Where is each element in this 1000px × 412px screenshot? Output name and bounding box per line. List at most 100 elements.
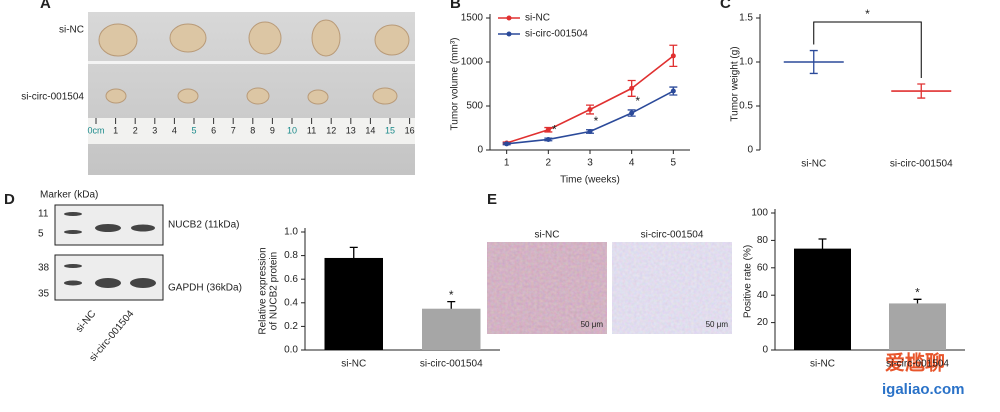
ruler-label: 15 xyxy=(385,125,395,135)
watermark: igaliao.com xyxy=(882,381,965,398)
ruler-label: 6 xyxy=(211,125,216,135)
marker-size: 35 xyxy=(38,289,50,300)
y-axis-label: Tumor volume (mm³) xyxy=(450,38,461,131)
ruler-label: 12 xyxy=(326,125,336,135)
scale-bar: 50 μm xyxy=(706,320,729,329)
point xyxy=(670,88,676,94)
bands xyxy=(64,212,156,288)
legend-label: si-circ-001504 xyxy=(525,29,588,40)
point xyxy=(629,110,635,116)
x-tick-label: 4 xyxy=(629,158,635,169)
ihc-image xyxy=(487,242,607,334)
legend-swatch xyxy=(506,15,512,21)
y-axis-label: Positive rate (%) xyxy=(743,245,754,318)
bracket xyxy=(813,21,922,78)
marker-title: Marker (kDa) xyxy=(40,190,98,201)
y-tick-label: 40 xyxy=(757,290,769,301)
x-tick-label: si-circ-001504 xyxy=(420,359,483,370)
point xyxy=(545,136,551,142)
x-tick-label: 2 xyxy=(546,158,552,169)
ruler-label: 0cm xyxy=(87,125,104,135)
y-tick-label: 0 xyxy=(747,145,753,156)
image-label: si-NC xyxy=(535,230,560,241)
row-label: si-NC xyxy=(59,25,84,36)
marker-size: 11 xyxy=(38,209,49,220)
x-tick-label: si-circ-001504 xyxy=(886,359,949,370)
ruler-label: 8 xyxy=(250,125,255,135)
image-label: si-circ-001504 xyxy=(641,230,704,241)
y-tick-label: 20 xyxy=(757,317,769,328)
marker-size: 38 xyxy=(38,263,50,274)
y-tick-label: 1.5 xyxy=(739,13,753,24)
y-tick-label: 80 xyxy=(757,235,769,246)
line xyxy=(506,90,674,145)
x-tick-label: 1 xyxy=(504,158,510,169)
y-tick-label: 0.5 xyxy=(739,101,753,112)
point xyxy=(629,85,635,91)
panel-label: E xyxy=(487,191,497,208)
row-label: si-circ-001504 xyxy=(21,92,84,103)
ruler-label: 14 xyxy=(365,125,375,135)
divider xyxy=(88,61,415,64)
band-label: GAPDH (36kDa) xyxy=(168,283,242,294)
y-tick-label: 0 xyxy=(762,345,768,356)
band-label: NUCB2 (11kDa) xyxy=(168,220,240,231)
x-tick-label: 3 xyxy=(587,158,593,169)
ruler-label: 3 xyxy=(152,125,157,135)
annotation: * xyxy=(865,7,870,21)
ruler-label: 9 xyxy=(270,125,275,135)
ruler-label: 16 xyxy=(405,125,415,135)
tumors xyxy=(98,19,410,105)
point xyxy=(587,129,593,135)
bar xyxy=(889,303,946,350)
bar xyxy=(422,308,481,350)
y-tick-label: 0 xyxy=(477,145,483,156)
y-axis-label: Tumor weight (g) xyxy=(730,46,741,121)
panel-label: D xyxy=(4,191,15,208)
panel-label: C xyxy=(720,0,731,12)
y-tick-label: 0.2 xyxy=(284,321,298,332)
scale-bar: 50 μm xyxy=(581,320,604,329)
annotation: * xyxy=(915,285,920,299)
ruler-label: 5 xyxy=(191,125,196,135)
annotation: * xyxy=(594,114,599,128)
annotation: * xyxy=(635,94,640,108)
x-tick-label: si-NC xyxy=(810,359,835,370)
point xyxy=(670,53,676,59)
panel-label: B xyxy=(450,0,461,12)
y-axis-label: Relative expression xyxy=(258,247,269,334)
y-tick-label: 500 xyxy=(466,101,483,112)
watermark: 爱尴聊 xyxy=(885,350,945,374)
annotation: * xyxy=(449,288,454,302)
panel-label: A xyxy=(40,0,51,12)
point xyxy=(545,127,551,133)
bar xyxy=(324,257,383,350)
y-tick-label: 1.0 xyxy=(284,227,298,238)
ruler-label: 2 xyxy=(133,125,138,135)
y-tick-label: 0.8 xyxy=(284,250,298,261)
x-axis-label: Time (weeks) xyxy=(560,175,620,186)
bar xyxy=(794,248,851,350)
x-tick-label: si-NC xyxy=(801,159,826,170)
x-tick-label: si-NC xyxy=(341,359,366,370)
point xyxy=(587,107,593,113)
legend-swatch xyxy=(506,31,512,37)
y-tick-label: 1500 xyxy=(461,13,484,24)
y-tick-label: 0.0 xyxy=(284,345,298,356)
legend-label: si-NC xyxy=(525,13,550,24)
ruler-label: 13 xyxy=(346,125,356,135)
x-tick-label: 5 xyxy=(671,158,677,169)
y-tick-label: 60 xyxy=(757,262,769,273)
x-tick-label: si-circ-001504 xyxy=(890,159,953,170)
y-tick-label: 1000 xyxy=(461,57,484,68)
y-axis-label: of NUCB2 protein xyxy=(269,252,280,330)
y-tick-label: 100 xyxy=(751,208,768,219)
ruler-label: 1 xyxy=(113,125,118,135)
y-tick-label: 1.0 xyxy=(739,57,753,68)
y-tick-label: 0.6 xyxy=(284,274,298,285)
marker-size: 5 xyxy=(38,229,44,240)
ruler-label: 11 xyxy=(307,125,316,135)
ruler-label: 10 xyxy=(287,125,297,135)
lane-label: si-NC xyxy=(74,309,98,335)
